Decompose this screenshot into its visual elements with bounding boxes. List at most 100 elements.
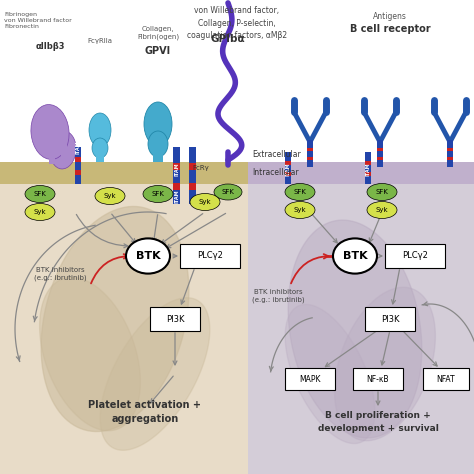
Text: Collagen,
Fibrin(ogen): Collagen, Fibrin(ogen) — [137, 26, 179, 40]
Bar — [307, 140, 313, 167]
Text: PLCγ2: PLCγ2 — [197, 252, 223, 261]
Text: ITAM: ITAM — [365, 163, 371, 176]
Bar — [447, 157, 453, 160]
Polygon shape — [335, 287, 435, 441]
Ellipse shape — [148, 131, 168, 157]
Text: Intracellular: Intracellular — [252, 167, 299, 176]
Bar — [61, 144, 67, 164]
Ellipse shape — [126, 238, 170, 273]
Bar — [173, 183, 181, 190]
Ellipse shape — [95, 188, 125, 204]
Text: B cell proliferation +
development + survival: B cell proliferation + development + sur… — [318, 411, 438, 433]
Bar — [0, 162, 248, 474]
Ellipse shape — [214, 184, 242, 200]
Ellipse shape — [333, 238, 377, 273]
Bar — [285, 172, 291, 176]
Text: SFK: SFK — [375, 189, 388, 195]
Bar — [447, 140, 453, 167]
Bar — [377, 157, 383, 160]
Text: Syk: Syk — [376, 207, 388, 213]
Bar — [96, 144, 104, 162]
FancyBboxPatch shape — [423, 368, 469, 390]
Text: PI3K: PI3K — [166, 315, 184, 323]
Text: SFK: SFK — [152, 191, 164, 197]
Bar — [248, 162, 474, 184]
Text: GPIbα: GPIbα — [210, 34, 246, 44]
FancyBboxPatch shape — [285, 368, 335, 390]
Bar — [447, 147, 453, 151]
Polygon shape — [100, 298, 210, 450]
Ellipse shape — [367, 201, 397, 219]
FancyBboxPatch shape — [180, 244, 240, 268]
Text: BTK: BTK — [136, 251, 160, 261]
Ellipse shape — [92, 138, 108, 158]
Ellipse shape — [285, 183, 315, 201]
Bar — [0, 162, 248, 184]
Bar — [285, 161, 291, 165]
Bar — [49, 144, 55, 164]
Bar — [377, 140, 383, 167]
Text: Antigens: Antigens — [373, 12, 407, 21]
Text: Syk: Syk — [34, 209, 46, 215]
Bar — [75, 157, 81, 162]
Ellipse shape — [25, 185, 55, 202]
Bar — [75, 170, 81, 175]
FancyBboxPatch shape — [365, 307, 415, 331]
FancyBboxPatch shape — [353, 368, 403, 390]
Text: von Willebrand factor,
Collagen, P-selectin,
coagulation factors, αMβ2: von Willebrand factor, Collagen, P-selec… — [187, 6, 287, 40]
Text: B cell receptor: B cell receptor — [350, 24, 430, 34]
Bar — [365, 172, 371, 176]
Bar — [365, 152, 371, 184]
Polygon shape — [41, 207, 189, 431]
Ellipse shape — [367, 183, 397, 201]
Text: Syk: Syk — [104, 193, 116, 199]
Bar — [75, 147, 81, 184]
Polygon shape — [40, 277, 140, 431]
Bar — [307, 157, 313, 160]
Bar — [377, 147, 383, 151]
Bar — [190, 183, 197, 190]
Text: PI3K: PI3K — [381, 315, 399, 323]
Bar — [248, 162, 474, 474]
Bar — [173, 163, 181, 170]
Text: ITAM: ITAM — [174, 189, 180, 203]
Text: Syk: Syk — [294, 207, 306, 213]
Text: Extracellular: Extracellular — [252, 149, 301, 158]
FancyBboxPatch shape — [150, 307, 200, 331]
Bar — [190, 147, 197, 204]
Text: NF-κB: NF-κB — [367, 374, 389, 383]
Ellipse shape — [190, 193, 220, 210]
Polygon shape — [288, 220, 422, 438]
Ellipse shape — [143, 185, 173, 202]
Bar — [190, 163, 197, 170]
Text: ITAM: ITAM — [75, 140, 81, 154]
Text: αIIbβ3: αIIbβ3 — [35, 42, 65, 51]
Text: BTK inhibitors
(e.g.: ibrutinib): BTK inhibitors (e.g.: ibrutinib) — [252, 289, 304, 303]
Text: ITAM: ITAM — [174, 163, 180, 176]
Text: MAPK: MAPK — [299, 374, 321, 383]
Bar — [153, 142, 163, 162]
Bar — [307, 147, 313, 151]
Bar — [285, 152, 291, 184]
Text: Fibrinogen
von Willebrand factor
Fibronectin: Fibrinogen von Willebrand factor Fibrone… — [4, 12, 72, 29]
Bar — [173, 147, 181, 204]
Ellipse shape — [89, 113, 111, 147]
Text: NFAT: NFAT — [437, 374, 456, 383]
Polygon shape — [285, 304, 375, 444]
FancyBboxPatch shape — [385, 244, 445, 268]
Text: BTK inhibitors
(e.g.: ibrutinib): BTK inhibitors (e.g.: ibrutinib) — [34, 267, 86, 281]
Text: ITAM: ITAM — [285, 163, 291, 176]
Text: FcγRIIa: FcγRIIa — [88, 38, 112, 44]
Text: SFK: SFK — [293, 189, 306, 195]
Ellipse shape — [31, 105, 69, 159]
Ellipse shape — [50, 131, 76, 169]
Text: BTK: BTK — [343, 251, 367, 261]
Text: PLCγ2: PLCγ2 — [402, 252, 428, 261]
Ellipse shape — [144, 102, 172, 146]
Text: Syk: Syk — [199, 199, 211, 205]
Text: SFK: SFK — [34, 191, 46, 197]
Text: GPVI: GPVI — [145, 46, 171, 56]
Text: FcRγ: FcRγ — [192, 165, 209, 171]
Ellipse shape — [285, 201, 315, 219]
Text: SFK: SFK — [221, 189, 235, 195]
